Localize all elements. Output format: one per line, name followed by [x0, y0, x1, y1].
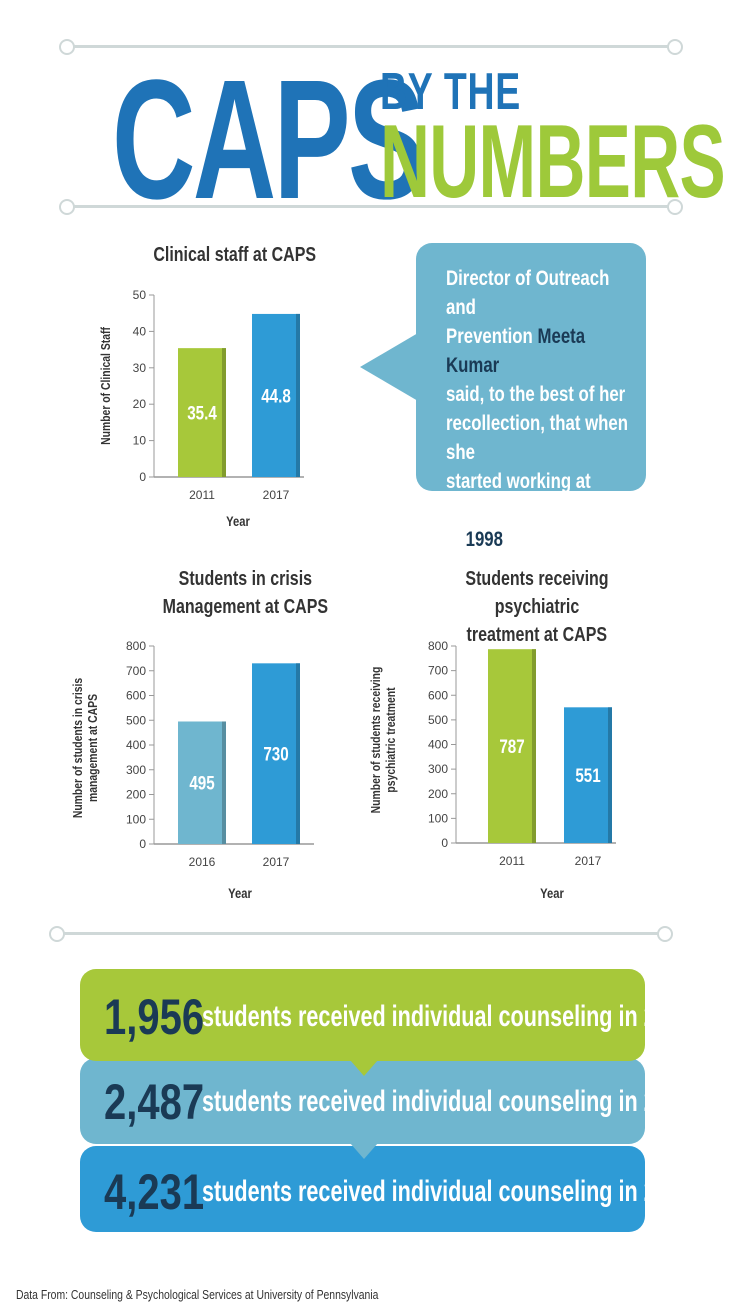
chart3-y-tick-label: 500 — [428, 713, 448, 727]
callout-name-highlight: Meeta Kumar — [446, 325, 586, 377]
chart3-y-tick-label: 0 — [441, 836, 448, 850]
chart2-y-tick-label: 200 — [126, 788, 146, 802]
chart1-y-tick-label: 30 — [133, 361, 147, 375]
chart3-y-tick-label: 800 — [428, 639, 448, 653]
chart3-y-tick-label: 400 — [428, 738, 448, 752]
chart1-category-label: 2017 — [263, 488, 290, 502]
title-divider — [72, 205, 670, 208]
chart2-bar-shadow-2017 — [296, 663, 300, 844]
chart3-y-tick-label: 700 — [428, 664, 448, 678]
chart2-y-tick-label: 100 — [126, 812, 146, 826]
top-divider-dot-right — [667, 39, 683, 55]
chart1-y-tick-label: 50 — [133, 288, 147, 302]
title-by-the: BY THE — [380, 63, 521, 121]
chart1-y-tick-label: 40 — [133, 324, 147, 338]
chart3-y-tick-label: 200 — [428, 787, 448, 801]
chart1-y-tick-label: 20 — [133, 397, 147, 411]
chart3-bar-2017 — [564, 707, 612, 843]
chart2-y-tick-label: 700 — [126, 664, 146, 678]
band-2017-text: students received individual counseling … — [202, 1175, 692, 1208]
chart1-category-label: 2011 — [189, 488, 215, 502]
chart3-title: Students receiving psychiatric treatment… — [465, 568, 609, 646]
chart2-bar-2017 — [252, 663, 300, 844]
quote-callout — [416, 243, 646, 491]
charts-divider — [62, 932, 660, 935]
chart3-bar-2011 — [488, 649, 536, 843]
band-2011-text: students received individual counseling … — [202, 1085, 691, 1118]
chart1-x-axis-label: Year — [226, 514, 250, 529]
band-2011-pointer — [350, 1143, 378, 1159]
chart3: 0 100 200 300 400 500 600 700 800 787 2011 551 2017… — [369, 639, 616, 901]
chart2-y-axis-label-line1: Number of students in crisis — [71, 677, 85, 818]
chart2-x-axis-label: Year — [228, 886, 252, 901]
chart3-y-axis-label-line1: Number of students receiving — [369, 667, 383, 814]
chart2-category-label: 2016 — [189, 855, 216, 869]
chart3-x-axis-label: Year — [540, 886, 564, 901]
chart3-category-label: 2011 — [499, 854, 525, 868]
chart3-bar-shadow-2017 — [608, 707, 612, 843]
callout-year-highlight: 1998 — [465, 528, 503, 551]
band-2002 — [80, 969, 645, 1061]
top-divider-dot-left — [59, 39, 75, 55]
chart3-y-tick-label: 600 — [428, 688, 448, 702]
chart2-y-tick-label: 500 — [126, 713, 146, 727]
chart2-value-label-2016: 495 — [189, 772, 215, 794]
band-2002-number: 1,956 — [104, 989, 205, 1045]
band-2011-number: 2,487 — [104, 1074, 205, 1130]
chart3-y-tick-label: 300 — [428, 762, 448, 776]
title-divider-dot-left — [59, 199, 75, 215]
chart3-value-label-2017: 551 — [575, 764, 601, 786]
charts-divider-dot-left — [49, 926, 65, 942]
chart1-bar-2017 — [252, 313, 300, 477]
title-caps: CAPS — [112, 45, 425, 235]
chart3-value-label-2011: 787 — [499, 735, 524, 757]
chart1-bar-shadow-2017 — [296, 313, 300, 477]
chart2-y-tick-label: 800 — [126, 639, 146, 653]
band-2017 — [80, 1146, 645, 1232]
chart2: 0 100 200 300 400 500 600 700 800 495 2016 730 2017… — [71, 639, 314, 901]
chart3-y-tick-label: 100 — [428, 811, 448, 825]
chart2-value-label-2017: 730 — [263, 743, 288, 765]
chart3-category-label: 2017 — [575, 854, 602, 868]
chart3-bar-shadow-2011 — [532, 649, 536, 843]
band-2002-pointer — [350, 1060, 378, 1076]
chart3-y-axis-label-line2: psychiatric treatment — [384, 687, 398, 792]
chart2-y-tick-label: 600 — [126, 689, 146, 703]
chart1-bar-2011 — [178, 348, 226, 477]
chart1-value-label-2017: 44.8 — [261, 385, 291, 407]
chart2-y-tick-label: 300 — [126, 763, 146, 777]
chart2-bar-shadow-2016 — [222, 721, 226, 844]
chart1-bar-shadow-2011 — [222, 348, 226, 477]
band-2002-text: students received individual counseling … — [202, 1000, 692, 1033]
chart2-title: Students in crisis Management at CAPS — [162, 568, 328, 618]
chart2-bar-2016 — [178, 721, 226, 844]
chart1-y-tick-label: 10 — [133, 434, 147, 448]
title-numbers: NUMBERS — [380, 104, 726, 220]
charts-divider-dot-right — [657, 926, 673, 942]
callout-pointer — [360, 333, 418, 401]
chart1: 0 10 20 30 40 50 35.4 2011 44.8 2017 Year Number… — [99, 288, 304, 529]
chart1-y-axis-label: Number of Clinical Staff — [99, 327, 113, 445]
band-2017-number: 4,231 — [104, 1164, 205, 1220]
callout-text: Director of Outreach and Prevention Meet… — [446, 267, 629, 609]
chart1-y-tick-label: 0 — [139, 470, 146, 484]
top-divider — [72, 45, 670, 48]
chart2-y-tick-label: 400 — [126, 738, 146, 752]
chart2-category-label: 2017 — [263, 855, 290, 869]
title-divider-dot-right — [667, 199, 683, 215]
chart2-y-axis-label-line2: management at CAPS — [86, 694, 100, 802]
chart2-y-tick-label: 0 — [139, 837, 146, 851]
chart1-title: Clinical staff at CAPS — [153, 244, 317, 266]
chart1-value-label-2011: 35.4 — [187, 402, 217, 424]
data-source-footer: Data From: Counseling & Psychological Se… — [16, 1287, 379, 1302]
